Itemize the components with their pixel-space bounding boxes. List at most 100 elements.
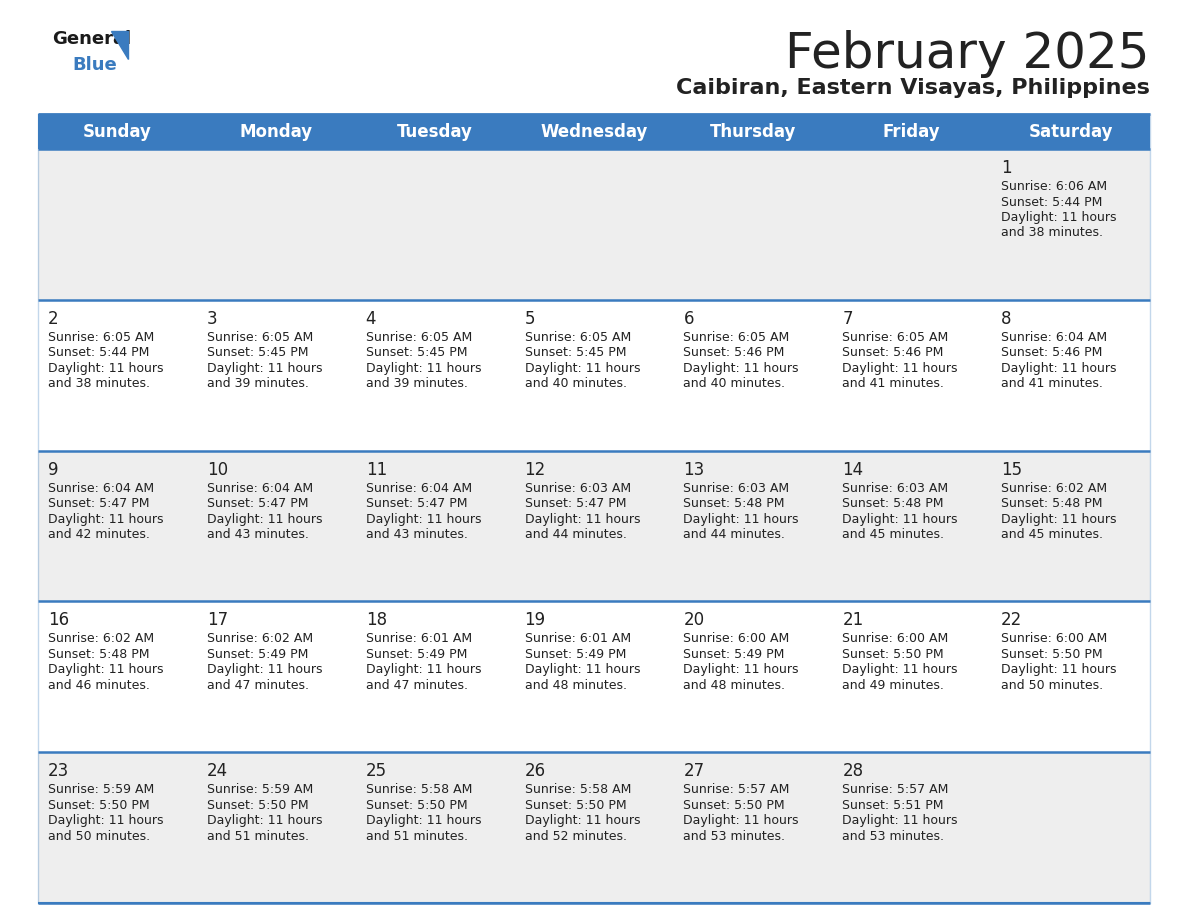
Text: Sunrise: 6:02 AM: Sunrise: 6:02 AM: [207, 633, 312, 645]
Text: 20: 20: [683, 611, 704, 630]
Text: Sunset: 5:45 PM: Sunset: 5:45 PM: [525, 346, 626, 359]
Text: and 45 minutes.: and 45 minutes.: [1001, 528, 1104, 541]
Text: Sunrise: 6:00 AM: Sunrise: 6:00 AM: [842, 633, 948, 645]
Text: Sunrise: 6:04 AM: Sunrise: 6:04 AM: [207, 482, 312, 495]
Text: Sunrise: 5:57 AM: Sunrise: 5:57 AM: [842, 783, 949, 796]
Text: Sunset: 5:44 PM: Sunset: 5:44 PM: [48, 346, 150, 359]
Text: Daylight: 11 hours: Daylight: 11 hours: [683, 814, 798, 827]
Text: Daylight: 11 hours: Daylight: 11 hours: [366, 664, 481, 677]
Text: Sunset: 5:50 PM: Sunset: 5:50 PM: [1001, 648, 1102, 661]
Text: Sunset: 5:50 PM: Sunset: 5:50 PM: [525, 799, 626, 812]
Text: Daylight: 11 hours: Daylight: 11 hours: [207, 814, 322, 827]
Text: Sunrise: 6:04 AM: Sunrise: 6:04 AM: [1001, 330, 1107, 344]
Text: Sunset: 5:49 PM: Sunset: 5:49 PM: [683, 648, 785, 661]
Text: and 42 minutes.: and 42 minutes.: [48, 528, 150, 541]
Polygon shape: [112, 31, 128, 59]
Text: Thursday: Thursday: [709, 122, 796, 140]
Text: Sunset: 5:47 PM: Sunset: 5:47 PM: [525, 498, 626, 510]
Text: Sunrise: 5:58 AM: Sunrise: 5:58 AM: [366, 783, 472, 796]
Text: Daylight: 11 hours: Daylight: 11 hours: [207, 362, 322, 375]
Text: Daylight: 11 hours: Daylight: 11 hours: [1001, 664, 1117, 677]
Text: 14: 14: [842, 461, 864, 478]
Text: 9: 9: [48, 461, 58, 478]
Text: Sunset: 5:47 PM: Sunset: 5:47 PM: [48, 498, 150, 510]
Text: Sunset: 5:49 PM: Sunset: 5:49 PM: [525, 648, 626, 661]
Text: Daylight: 11 hours: Daylight: 11 hours: [207, 512, 322, 526]
Text: Sunset: 5:48 PM: Sunset: 5:48 PM: [683, 498, 785, 510]
Text: Friday: Friday: [883, 122, 941, 140]
FancyBboxPatch shape: [38, 114, 1150, 149]
Text: Sunrise: 6:04 AM: Sunrise: 6:04 AM: [366, 482, 472, 495]
Text: and 41 minutes.: and 41 minutes.: [842, 377, 944, 390]
Text: Blue: Blue: [72, 55, 116, 73]
Text: Sunrise: 5:57 AM: Sunrise: 5:57 AM: [683, 783, 790, 796]
Text: Daylight: 11 hours: Daylight: 11 hours: [1001, 211, 1117, 224]
FancyBboxPatch shape: [38, 300, 1150, 451]
Text: Sunrise: 6:05 AM: Sunrise: 6:05 AM: [48, 330, 154, 344]
Text: 4: 4: [366, 309, 377, 328]
Text: Sunrise: 5:58 AM: Sunrise: 5:58 AM: [525, 783, 631, 796]
Text: and 48 minutes.: and 48 minutes.: [525, 679, 626, 692]
Text: Daylight: 11 hours: Daylight: 11 hours: [366, 814, 481, 827]
Text: Sunrise: 6:03 AM: Sunrise: 6:03 AM: [842, 482, 948, 495]
Text: Daylight: 11 hours: Daylight: 11 hours: [525, 362, 640, 375]
Text: 3: 3: [207, 309, 217, 328]
Text: and 50 minutes.: and 50 minutes.: [48, 830, 150, 843]
Text: and 39 minutes.: and 39 minutes.: [207, 377, 309, 390]
Text: 21: 21: [842, 611, 864, 630]
Text: Sunset: 5:44 PM: Sunset: 5:44 PM: [1001, 196, 1102, 208]
Text: Daylight: 11 hours: Daylight: 11 hours: [525, 512, 640, 526]
Text: Daylight: 11 hours: Daylight: 11 hours: [842, 664, 958, 677]
Text: Sunset: 5:48 PM: Sunset: 5:48 PM: [48, 648, 150, 661]
Text: 18: 18: [366, 611, 387, 630]
Text: and 38 minutes.: and 38 minutes.: [48, 377, 150, 390]
Text: Daylight: 11 hours: Daylight: 11 hours: [366, 362, 481, 375]
Text: Monday: Monday: [240, 122, 312, 140]
Text: Daylight: 11 hours: Daylight: 11 hours: [48, 512, 164, 526]
Text: Sunset: 5:45 PM: Sunset: 5:45 PM: [366, 346, 467, 359]
Text: Sunday: Sunday: [83, 122, 152, 140]
Text: and 43 minutes.: and 43 minutes.: [207, 528, 309, 541]
Text: 23: 23: [48, 762, 69, 780]
Text: Sunrise: 6:03 AM: Sunrise: 6:03 AM: [683, 482, 790, 495]
Text: 19: 19: [525, 611, 545, 630]
Text: Sunset: 5:50 PM: Sunset: 5:50 PM: [366, 799, 467, 812]
Text: and 41 minutes.: and 41 minutes.: [1001, 377, 1102, 390]
Text: Sunrise: 5:59 AM: Sunrise: 5:59 AM: [48, 783, 154, 796]
Text: Sunset: 5:49 PM: Sunset: 5:49 PM: [366, 648, 467, 661]
Text: Daylight: 11 hours: Daylight: 11 hours: [842, 814, 958, 827]
Text: and 44 minutes.: and 44 minutes.: [525, 528, 626, 541]
Text: Daylight: 11 hours: Daylight: 11 hours: [525, 664, 640, 677]
Text: and 50 minutes.: and 50 minutes.: [1001, 679, 1104, 692]
FancyBboxPatch shape: [38, 752, 1150, 903]
FancyBboxPatch shape: [38, 149, 1150, 300]
Text: and 45 minutes.: and 45 minutes.: [842, 528, 944, 541]
Text: Sunrise: 6:05 AM: Sunrise: 6:05 AM: [207, 330, 314, 344]
Text: Sunset: 5:50 PM: Sunset: 5:50 PM: [842, 648, 944, 661]
Text: Sunrise: 6:05 AM: Sunrise: 6:05 AM: [525, 330, 631, 344]
Text: Sunset: 5:50 PM: Sunset: 5:50 PM: [683, 799, 785, 812]
Text: Daylight: 11 hours: Daylight: 11 hours: [48, 664, 164, 677]
Text: Sunrise: 6:04 AM: Sunrise: 6:04 AM: [48, 482, 154, 495]
Text: Sunrise: 6:01 AM: Sunrise: 6:01 AM: [366, 633, 472, 645]
Text: 5: 5: [525, 309, 535, 328]
Text: Saturday: Saturday: [1029, 122, 1113, 140]
Text: and 38 minutes.: and 38 minutes.: [1001, 227, 1104, 240]
Text: 25: 25: [366, 762, 387, 780]
Text: Sunset: 5:50 PM: Sunset: 5:50 PM: [48, 799, 150, 812]
Text: February 2025: February 2025: [785, 30, 1150, 78]
Text: Daylight: 11 hours: Daylight: 11 hours: [842, 512, 958, 526]
Text: Daylight: 11 hours: Daylight: 11 hours: [842, 362, 958, 375]
Text: Daylight: 11 hours: Daylight: 11 hours: [207, 664, 322, 677]
Text: Sunset: 5:46 PM: Sunset: 5:46 PM: [683, 346, 785, 359]
Text: Sunrise: 6:01 AM: Sunrise: 6:01 AM: [525, 633, 631, 645]
Text: and 46 minutes.: and 46 minutes.: [48, 679, 150, 692]
Text: 28: 28: [842, 762, 864, 780]
Text: and 39 minutes.: and 39 minutes.: [366, 377, 468, 390]
Text: Sunrise: 6:03 AM: Sunrise: 6:03 AM: [525, 482, 631, 495]
Text: Sunrise: 5:59 AM: Sunrise: 5:59 AM: [207, 783, 314, 796]
Text: 7: 7: [842, 309, 853, 328]
Text: Tuesday: Tuesday: [397, 122, 473, 140]
Text: and 44 minutes.: and 44 minutes.: [683, 528, 785, 541]
Text: Sunset: 5:46 PM: Sunset: 5:46 PM: [1001, 346, 1102, 359]
